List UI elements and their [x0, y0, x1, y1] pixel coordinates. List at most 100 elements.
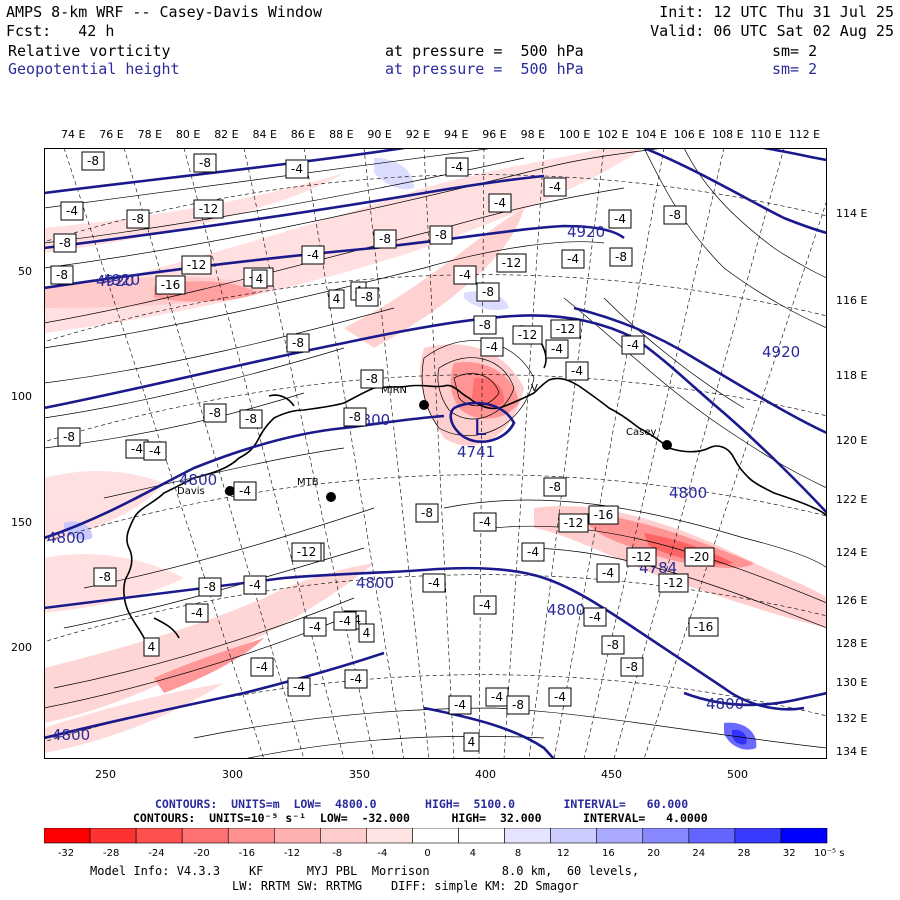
svg-text:-8: -8: [245, 412, 257, 426]
vorticity-contour-label: -16: [688, 617, 719, 637]
right-longitude-label: 114 E: [836, 207, 868, 220]
svg-text:-4: -4: [291, 162, 303, 176]
vorticity-contour-label: -8: [53, 233, 77, 253]
vorticity-contour-label: -4: [480, 337, 504, 357]
left-axis-label: 200: [11, 641, 32, 654]
bottom-axis-label: 500: [727, 768, 748, 781]
svg-text:-8: -8: [615, 250, 627, 264]
svg-text:-8: -8: [435, 228, 447, 242]
svg-text:-8: -8: [56, 268, 68, 282]
svg-text:-12: -12: [664, 576, 684, 590]
svg-text:-8: -8: [209, 406, 221, 420]
top-longitude-label: 106 E: [673, 128, 706, 141]
top-longitude-label: 76 E: [99, 128, 124, 141]
right-longitude-label: 132 E: [836, 712, 868, 725]
vorticity-contour-label: -12: [181, 255, 212, 275]
vorticity-contour-label: -4: [485, 687, 509, 707]
vorticity-contour-label: -4: [488, 193, 512, 213]
top-longitude-label: 74 E: [61, 128, 86, 141]
svg-text:-12: -12: [502, 256, 522, 270]
svg-text:-8: -8: [366, 372, 378, 386]
svg-text:-4: -4: [307, 248, 319, 262]
top-longitude-label: 78 E: [137, 128, 163, 141]
vorticity-contour-label: -8: [601, 635, 625, 655]
bottom-axis-label: 350: [349, 768, 370, 781]
field2-level: at pressure = 500 hPa: [385, 60, 584, 78]
vorticity-contour-label: -8: [360, 369, 384, 389]
vorticity-contour-label: -4: [548, 687, 572, 707]
vorticity-contour-label: -12: [658, 573, 689, 593]
svg-text:-16: -16: [594, 508, 614, 522]
vorticity-contour-label: -8: [609, 247, 633, 267]
svg-text:-4: -4: [451, 160, 463, 174]
vorticity-contour-label: -16: [155, 275, 186, 295]
svg-text:4: 4: [256, 272, 264, 286]
svg-text:-4: -4: [491, 690, 503, 704]
colorbar-cell: [366, 828, 413, 844]
vorticity-contour-label: -20: [684, 547, 715, 567]
colorbar-label: 24: [692, 848, 705, 859]
bottom-axis-label: 450: [601, 768, 622, 781]
colorbar-label: 4: [470, 848, 476, 859]
svg-text:-12: -12: [199, 202, 219, 216]
colorbar-label: 16: [602, 848, 615, 859]
vorticity-colorbar: -32 -28 -24 -20 -16 -12 -8 -4 0 4 8 12 16 20 24 28 32 10⁻…: [44, 828, 844, 859]
top-longitude-label: 86 E: [290, 128, 316, 141]
vorticity-contour-label: -12: [291, 542, 322, 562]
vorticity-contour-label: -4: [545, 339, 569, 359]
height-contour-label: 4800: [356, 574, 394, 592]
svg-text:-4: -4: [191, 606, 203, 620]
vorticity-contour-label: -4: [565, 361, 589, 381]
colorbar-label: -12: [284, 848, 300, 859]
svg-text:-4: -4: [66, 204, 78, 218]
colorbar-cell: [780, 828, 828, 844]
vorticity-contour-label: -8: [198, 577, 222, 597]
vorticity-contour-label: -4: [561, 249, 585, 269]
colorbar-cell: [458, 828, 505, 844]
vorticity-contour-label: -4: [287, 677, 311, 697]
vorticity-contour-label: -4: [473, 595, 497, 615]
svg-text:-8: -8: [292, 336, 304, 350]
colorbar-label: 32: [783, 848, 796, 859]
station-label-mirny: MIRN: [381, 385, 407, 396]
vorticity-contour-label: 4: [463, 732, 480, 752]
vorticity-contour-label: -8: [620, 657, 644, 677]
svg-text:4: 4: [148, 640, 156, 654]
vorticity-contour-label: -8: [81, 151, 105, 171]
geopotential-height-contours: [44, 148, 827, 759]
bottom-axis-label: 300: [222, 768, 243, 781]
vorticity-contour-label: -4: [521, 542, 545, 562]
svg-text:-12: -12: [518, 328, 538, 342]
colorbar-label: 8: [515, 848, 521, 859]
svg-text:-4: -4: [602, 566, 614, 580]
vorticity-contour-label: -4: [344, 669, 368, 689]
vorticity-contour-label: 4: [328, 289, 345, 309]
station-label-davis: Davis: [177, 486, 205, 497]
vorticity-contour-label: -8: [203, 403, 227, 423]
vorticity-contour-label: 4: [358, 623, 375, 643]
svg-text:-8: -8: [87, 154, 99, 168]
station-label-mtb: MTB: [297, 477, 319, 488]
height-contour-info: CONTOURS: UNITS=m LOW= 4800.0 HIGH= 5100…: [155, 797, 689, 811]
svg-text:-8: -8: [482, 285, 494, 299]
vorticity-contour-label: -8: [415, 503, 439, 523]
vorticity-contour-label: -8: [506, 695, 530, 715]
svg-text:-4: -4: [479, 515, 491, 529]
top-longitude-label: 84 E: [252, 128, 277, 141]
right-longitude-label: 118 E: [836, 369, 868, 382]
height-contour-label: 4800: [52, 726, 90, 744]
svg-text:-8: -8: [479, 318, 491, 332]
svg-text:-4: -4: [428, 576, 440, 590]
field1-smoothing: sm= 2: [772, 42, 818, 60]
svg-text:-4: -4: [454, 698, 466, 712]
field1-level: at pressure = 500 hPa: [385, 42, 584, 60]
vorticity-contour-label: -8: [239, 409, 263, 429]
height-contour-label: 4920: [762, 343, 800, 361]
bottom-axis-label: 250: [95, 768, 116, 781]
svg-text:-8: -8: [99, 570, 111, 584]
vorticity-contour-label: -8: [343, 407, 367, 427]
svg-text:4: 4: [363, 626, 371, 640]
svg-text:-4: -4: [293, 680, 305, 694]
colorbar-label: -20: [193, 848, 209, 859]
svg-text:-4: -4: [627, 338, 639, 352]
